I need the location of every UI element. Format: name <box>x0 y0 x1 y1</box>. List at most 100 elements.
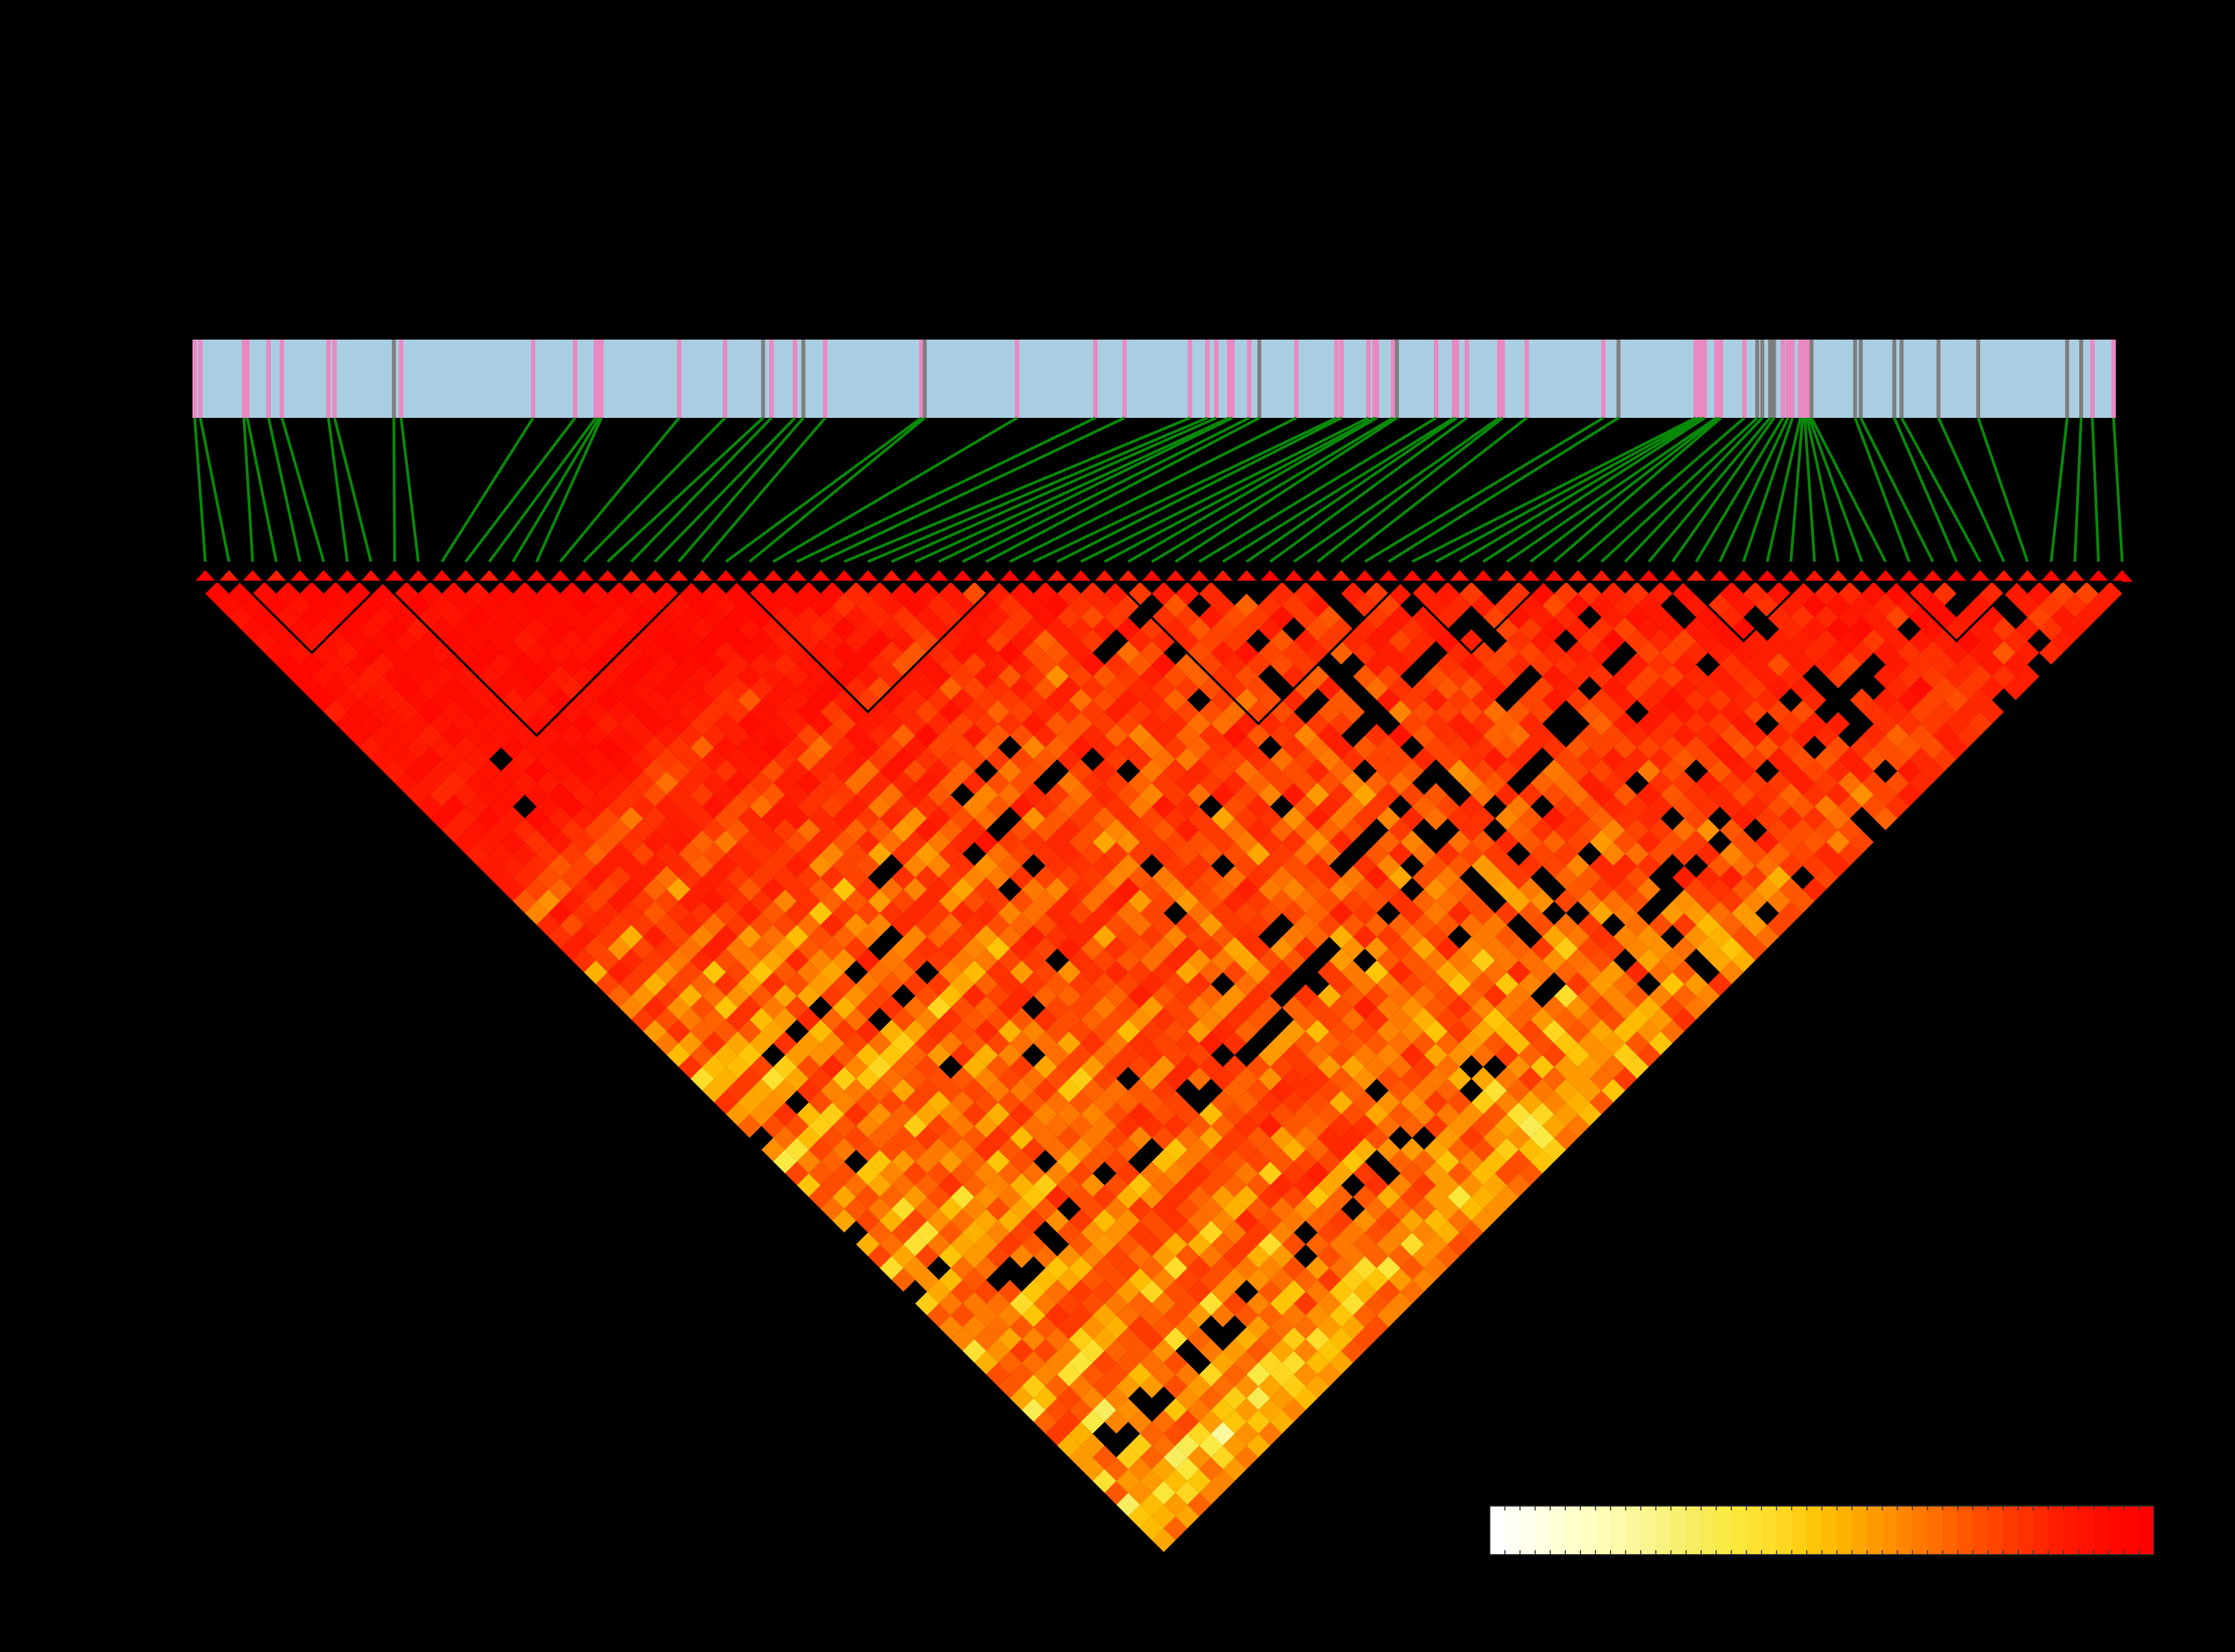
ld-cell <box>915 1079 939 1103</box>
ld-cell <box>1542 877 1566 902</box>
ld-cell <box>525 806 549 831</box>
ld-cell <box>1057 818 1081 843</box>
ld-cell <box>1566 901 1590 925</box>
ld-cell <box>1187 735 1211 760</box>
ld-cell <box>1589 830 1613 854</box>
ld-cell <box>1116 712 1140 736</box>
ld-cell <box>1755 877 1779 902</box>
ld-cell <box>891 1079 915 1103</box>
ld-cell <box>986 913 1010 937</box>
ld-cell <box>1980 652 2004 677</box>
ld-cell <box>1412 1268 1436 1292</box>
ld-cell <box>832 1138 857 1162</box>
ld-cell <box>1589 641 1613 665</box>
ld-cell <box>1696 747 1720 771</box>
ld-cell <box>1318 1102 1342 1126</box>
ld-cell <box>1175 1268 1199 1292</box>
diagonal-tooth <box>218 570 240 582</box>
color-key-segment <box>1942 1506 1958 1555</box>
ld-cell <box>1022 1232 1046 1256</box>
ld-cell <box>666 688 691 712</box>
ld-cell <box>1364 676 1389 700</box>
ld-cell <box>1128 1386 1152 1410</box>
ld-cell <box>702 605 726 629</box>
ld-cell <box>1649 889 1673 914</box>
ld-cell <box>1767 652 1791 677</box>
ld-cell <box>1400 925 1424 949</box>
connector-line <box>1411 416 1697 563</box>
ld-cell <box>1566 1019 1590 1043</box>
ld-cell <box>1235 854 1259 878</box>
ld-cell <box>1696 629 1720 653</box>
ld-cell <box>1862 747 1886 771</box>
ld-cell <box>347 700 371 724</box>
ld-cell <box>974 1019 999 1043</box>
ld-cell <box>962 1173 986 1197</box>
ld-cell <box>383 759 407 783</box>
ld-cell <box>856 1090 880 1114</box>
ld-cell <box>1826 617 1850 641</box>
ld-cell <box>679 582 703 606</box>
ld-cell <box>1093 665 1117 689</box>
connector-line <box>1742 417 1794 562</box>
ld-cell <box>1814 818 1838 843</box>
diagonal-tooth <box>1472 570 1494 582</box>
ld-cell <box>1554 629 1578 653</box>
ld-cell <box>1175 818 1199 843</box>
ld-cell <box>477 617 501 641</box>
ld-cell <box>1128 1221 1152 1245</box>
ld-cell <box>454 688 478 712</box>
ld-cell <box>1318 1031 1342 1055</box>
ld-cell <box>1152 1150 1176 1174</box>
diagonal-tooth <box>1780 570 1802 582</box>
ld-cell <box>1293 936 1318 961</box>
ld-cell <box>714 948 738 972</box>
ld-cell <box>856 1185 880 1209</box>
snp-position-tick <box>1247 340 1251 418</box>
ld-cell <box>1293 1362 1318 1387</box>
ld-cell <box>998 877 1022 902</box>
connector-line <box>914 416 1230 563</box>
color-key-segment <box>2124 1506 2139 1555</box>
ld-cell <box>879 1161 904 1185</box>
ld-cell <box>891 1221 915 1245</box>
ld-cell <box>489 818 513 843</box>
ld-cell <box>1175 747 1199 771</box>
ld-cell <box>998 854 1022 878</box>
ld-cell <box>1660 877 1685 902</box>
ld-cell <box>808 1090 832 1114</box>
ld-cell <box>1566 759 1590 783</box>
genomic-position-bar-group <box>194 340 2114 418</box>
ld-cell <box>1211 877 1235 902</box>
ld-cell <box>856 783 880 807</box>
ld-cell <box>974 1303 999 1328</box>
ld-cell <box>1329 1232 1353 1256</box>
ld-cell <box>1057 676 1081 700</box>
ld-cell <box>430 641 454 665</box>
snp-position-tick <box>326 340 331 418</box>
ld-cell <box>1424 759 1448 783</box>
ld-cell <box>1069 1208 1093 1233</box>
ld-cell <box>868 865 892 889</box>
ld-cell <box>1128 652 1152 677</box>
ld-cell <box>1199 913 1223 937</box>
ld-cell <box>1057 723 1081 748</box>
ld-cell <box>1518 925 1542 949</box>
ld-cell <box>998 1350 1022 1375</box>
ld-cell <box>1389 984 1413 1008</box>
ld-cell <box>962 1339 986 1363</box>
ld-cell <box>1376 1114 1401 1138</box>
ld-cell <box>1010 1339 1034 1363</box>
ld-cell <box>1329 948 1353 972</box>
ld-cell <box>1566 1114 1590 1138</box>
ld-cell <box>1578 1055 1602 1079</box>
ld-cell <box>1033 818 1057 843</box>
ld-cell <box>927 1114 951 1138</box>
diagonal-tooth <box>1615 570 1636 582</box>
ld-cell <box>1447 712 1472 736</box>
ld-cell <box>1909 747 1933 771</box>
ld-cell <box>915 1173 939 1197</box>
ld-cell <box>844 629 868 653</box>
ld-cell <box>903 688 928 712</box>
ld-cell <box>939 913 963 937</box>
